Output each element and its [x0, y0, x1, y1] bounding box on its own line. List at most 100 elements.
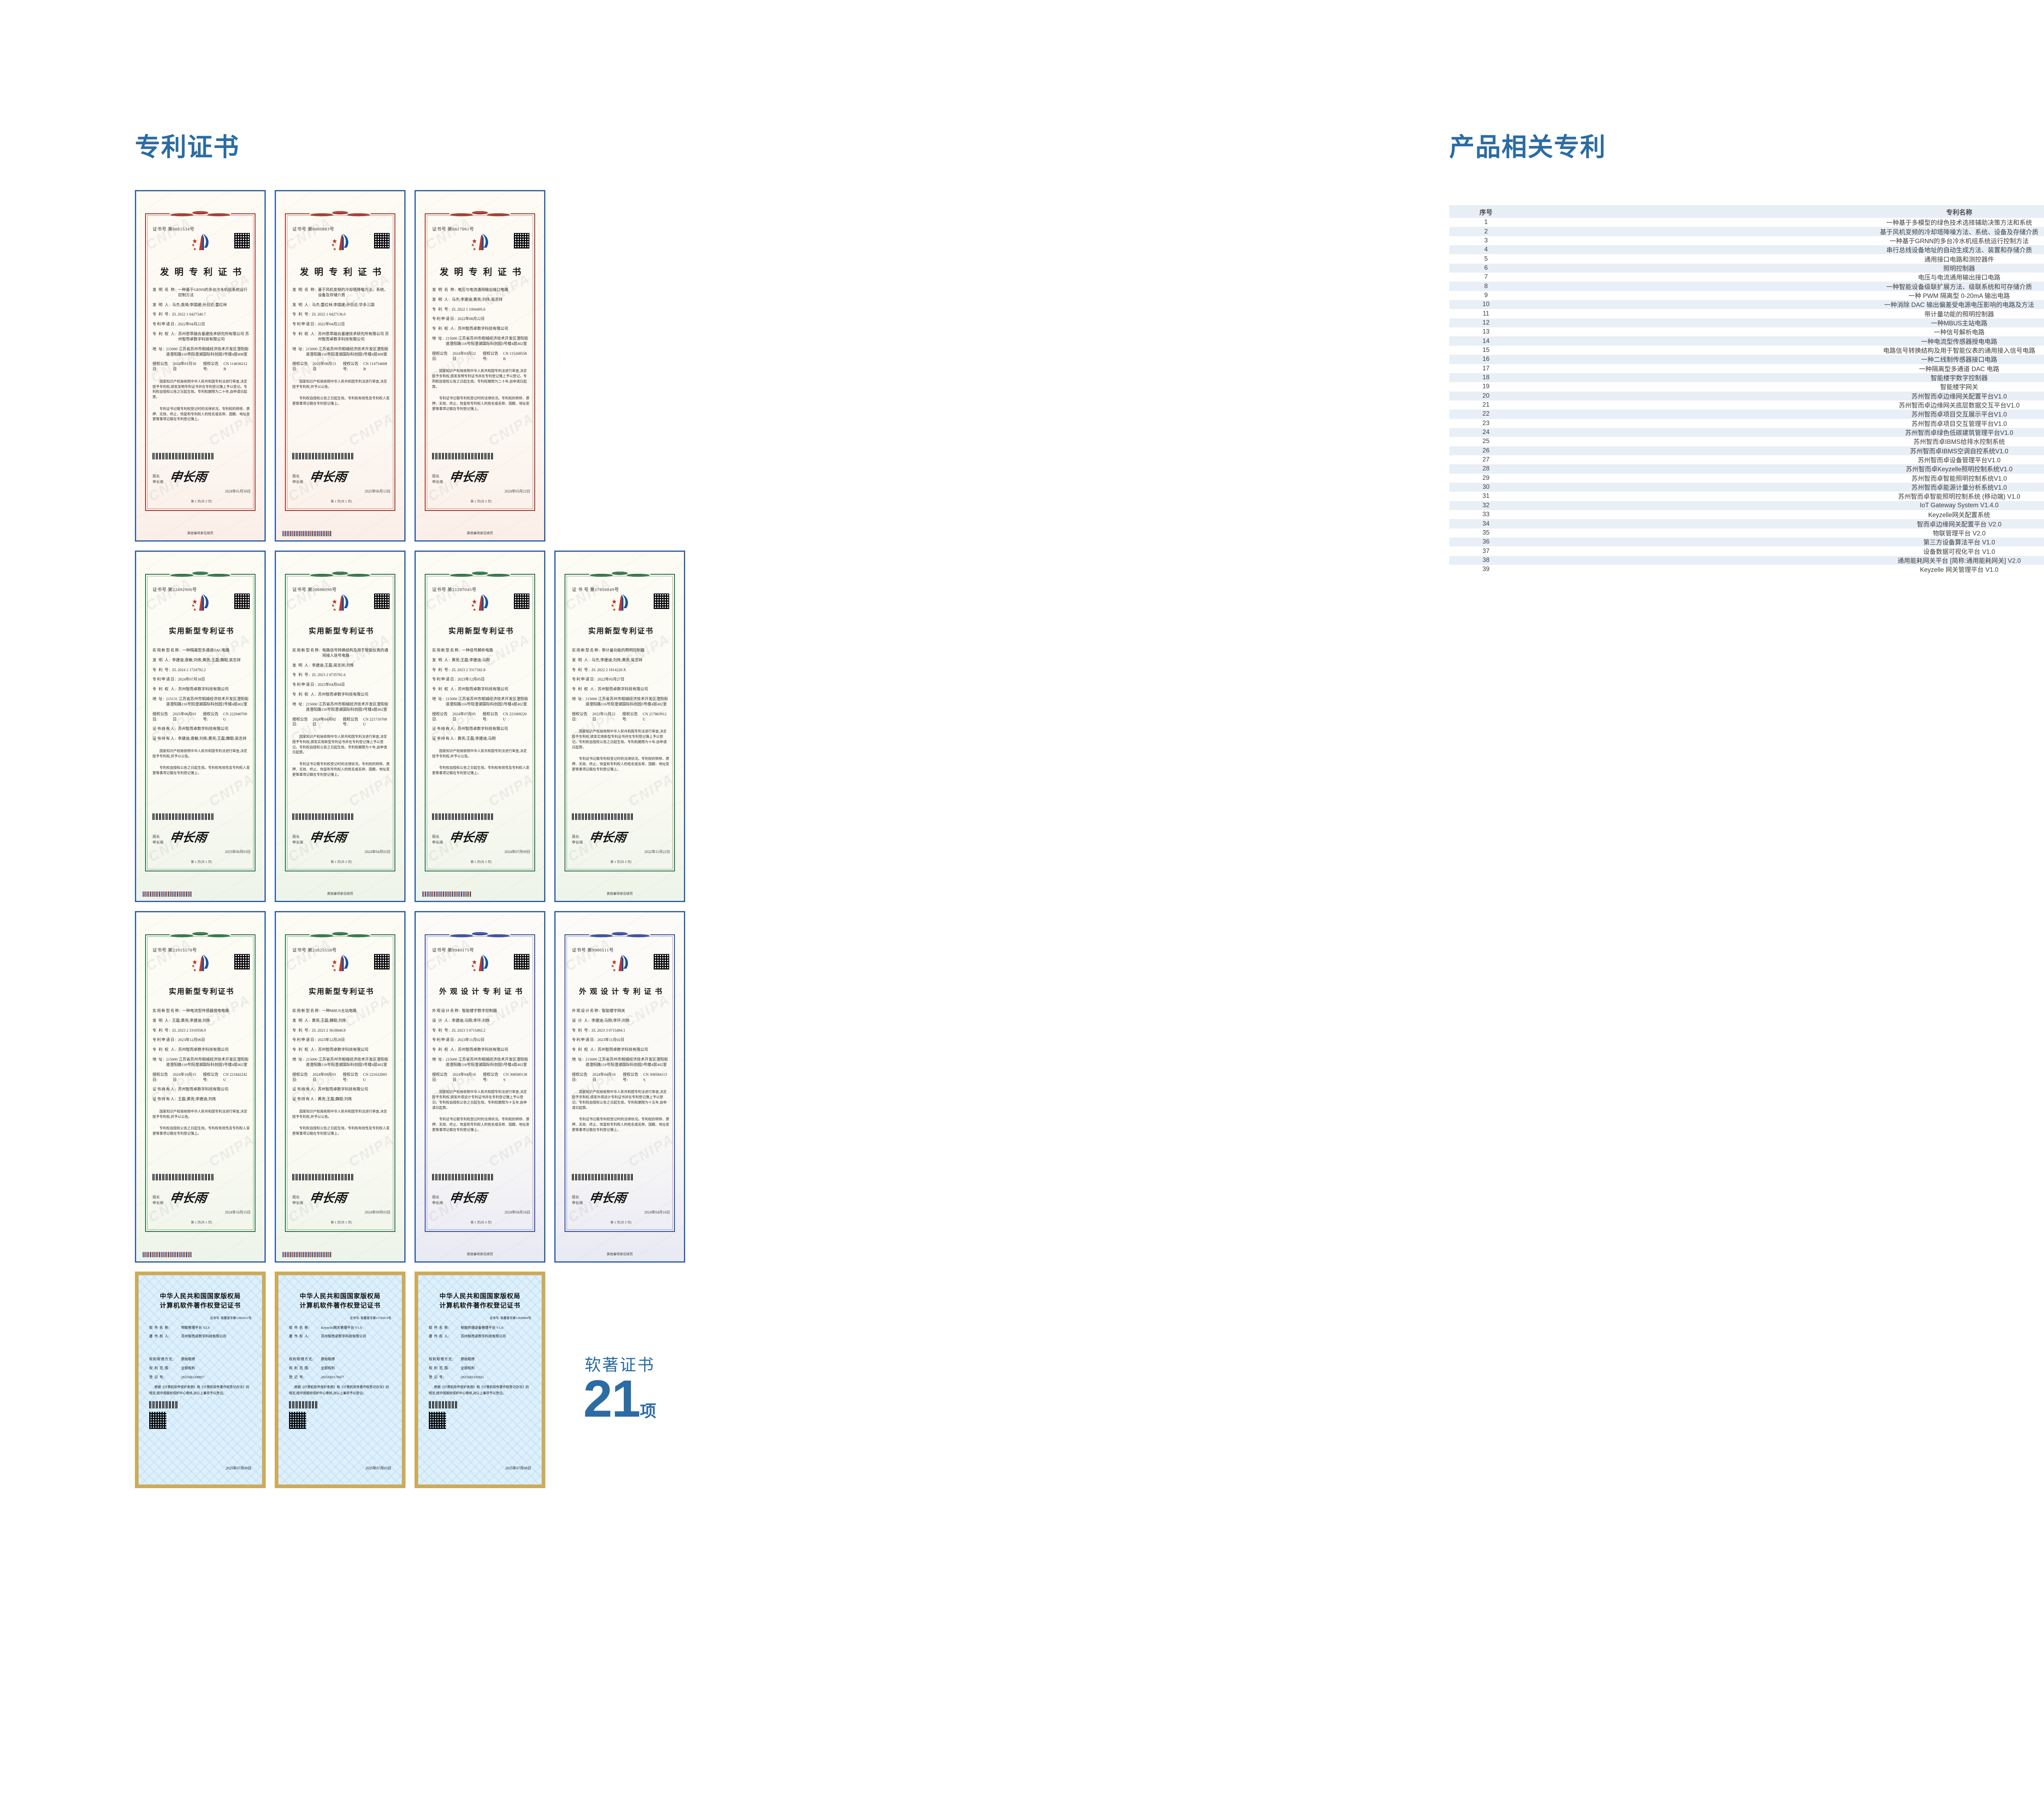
certificate-field: 专 利 权 人: 苏州智而卓数字科技有限公司: [572, 687, 670, 692]
software-copyright-certificate-card[interactable]: 中华人民共和国国家版权局 计算机软件著作权登记证书 证书号: 软著登字第158650…: [135, 1272, 266, 1488]
field-value: ZL 2023 3 0715494.1: [591, 1028, 625, 1033]
greek-key-border: [419, 1276, 540, 1483]
field-label: 证书持有人:: [432, 727, 457, 732]
field-label: 权利取得方式:: [289, 1357, 314, 1361]
patent-certificate-card[interactable]: CNIPA CNIPA CNIPA CNIPA CNIPA 证书号 第21287045号实…: [415, 551, 545, 902]
field-value: 苏州智而卓数字科技有限公司: [178, 727, 229, 732]
patent-certificate-card[interactable]: CNIPA CNIPA CNIPA CNIPA CNIPA 证书号 第21915578号实…: [135, 911, 266, 1263]
certificate-field: 证书持有人: 苏州智而卓数字科技有限公司: [152, 1087, 251, 1093]
cnipa-logo-icon: [468, 231, 494, 256]
field-label: 授权公告号:: [343, 362, 359, 372]
patent-certificate-card[interactable]: CNIPA CNIPA CNIPA CNIPA CNIPA 证书号 第20686096号实…: [275, 551, 406, 902]
field-value: ZL 2024 2 1724792.2: [172, 668, 206, 672]
stat-unit: 项: [640, 1402, 657, 1420]
certificate-field: 证书持有人: 李建迪;袁敏;刘炼;黄亮;王磊;魏聪;吴志祥: [152, 737, 251, 742]
field-label: 专 利 权 人:: [572, 1048, 596, 1052]
software-certificate-field: 著 作 权 人: 苏州智而卓数字科技有限公司: [149, 1334, 251, 1339]
certificate-fields: 外观设计名称: 智能楼宇网关设 计 人: 李建迪;马刚;李环;刘炼专 利 号: ZL …: [572, 1009, 670, 1133]
field-label: 授权公告号:: [482, 352, 498, 361]
ornament-crest-icon: [309, 929, 371, 940]
field-value: ZL 2022 1 0427136.0: [312, 313, 346, 317]
certificate-body: 证书号 第20686096号 实用新型专利证书 实用新型名称: 电路信号转换结构及用于…: [292, 586, 390, 868]
ornament-crest-icon: [309, 208, 371, 219]
cell-index: 36: [1449, 537, 1523, 547]
certificate-number: 证书号 第22492906号: [152, 587, 197, 592]
certificate-field: 地 址: 215000 江苏省苏州市相城经济技术开发区澄阳街道澄阳路116号阳澄湖…: [432, 697, 530, 708]
bottom-barcode-icon: [143, 891, 192, 897]
certificate-number: 证书号 第6617061号: [432, 227, 474, 232]
software-certificate-body: 中华人民共和国国家版权局 计算机软件著作权登记证书 证书号: 软著登字第158398…: [429, 1286, 531, 1474]
field-label: 专 利 号:: [572, 668, 590, 672]
field-value: CN 114636212 B: [223, 362, 247, 372]
certificate-field: 发 明 人: 王磊;黄亮;李建迪;刘炼: [152, 1019, 251, 1024]
certificate-field: 实用新型名称: 电路信号转换结构及用于智能仪表的通用接入信号电路: [292, 648, 390, 659]
barcode-icon: [152, 1174, 214, 1180]
software-copyright-certificate-card[interactable]: 中华人民共和国国家版权局 计算机软件著作权登记证书 证书号: 软著登字第158398…: [415, 1272, 545, 1488]
cell-index: 18: [1449, 373, 1523, 383]
issue-date: 2025年06月03日: [224, 850, 251, 854]
issue-date: 2024年07月09日: [504, 850, 530, 854]
certificate-body: 证书号 第22492906号 实用新型专利证书 实用新型名称: 一种隔离型多通道DAC…: [152, 586, 251, 868]
field-value: 苏州思萃融合基建技术研究所有限公司 苏州智而卓数字科技有限公司: [318, 332, 389, 342]
patent-certificate-card[interactable]: CNIPA CNIPA CNIPA CNIPA CNIPA 证 书 号 第17856849…: [554, 551, 685, 902]
field-value: 2023年11月02日: [597, 1038, 625, 1043]
patent-certificate-card[interactable]: CNIPA CNIPA CNIPA CNIPA CNIPA 证书号 第21625558号实…: [275, 911, 406, 1263]
cell-patent-name: 苏州智而卓绿色低碳建筑管理平台V1.0: [1523, 428, 2044, 437]
cell-index: 34: [1449, 519, 1523, 528]
field-value: 2024年07月18日: [178, 678, 205, 682]
patent-certificate-card[interactable]: CNIPA CNIPA CNIPA CNIPA CNIPA 证书号 第8000883号发 …: [275, 190, 406, 542]
software-certificate-body: 中华人民共和国国家版权局 计算机软件著作权登记证书 证书号: 软著登字第157958…: [289, 1286, 391, 1474]
patent-certificate-card[interactable]: CNIPA CNIPA CNIPA CNIPA CNIPA 证书号 第6617061号发 …: [415, 190, 545, 542]
cell-index: 39: [1482, 566, 1490, 573]
certificate-page-footer: 第 1 页(共 1 页): [331, 1220, 352, 1224]
field-label: 专 利 权 人:: [152, 1048, 177, 1052]
signature-mark: 申长雨: [169, 831, 208, 844]
cell-patent-name: Keyzelle网关配置系统: [1928, 512, 1990, 519]
cell-index: 5: [1484, 255, 1488, 262]
certificate-body: 证书号 第9940175号外 观 设 计 专 利 证 书外观设计名称: 智能楼宇数…: [432, 947, 530, 1229]
certificate-body: 证 书 号 第17856849号 实用新型专利证书 实用新型名称: 带计量功能的照明控…: [572, 586, 670, 868]
field-label: 授权公告日:: [572, 712, 588, 722]
cell-patent-name: 苏州智而卓智能照明控制系统 (移动端) V1.0: [1898, 493, 2020, 501]
software-copyright-certificate-card[interactable]: 中华人民共和国国家版权局 计算机软件著作权登记证书 证书号: 软著登字第157958…: [275, 1272, 406, 1488]
patent-certificate-card[interactable]: CNIPA CNIPA CNIPA CNIPA CNIPA 证书号 第22492906号实…: [135, 551, 266, 902]
certificate-paragraph-2: 专利权自授权公告之日起生效。专利权有效性及专利权人变更等事项记载在专利登记簿上。: [152, 766, 250, 775]
ornament-crest-icon: [309, 569, 371, 580]
software-certificate-fields: 软 件 名 称: 物联管理平台 V2.0 著 作 权 人: 苏州智而卓数字科技有限公司…: [149, 1325, 251, 1380]
field-label: 授权公告日:: [292, 717, 308, 727]
bottom-barcode-icon: [282, 531, 332, 536]
patent-certificate-card[interactable]: CNIPA CNIPA CNIPA CNIPA CNIPA 证书号 第9940175号外 …: [415, 911, 545, 1263]
field-value: 215131 江苏省苏州市相城经济技术开发区澄阳街道澄阳路116号阳澄湖国际科创…: [166, 697, 249, 707]
certificate-field-pair: 授权公告日: 2024年04月02日 授权公告号: CN 221710708 U: [292, 717, 390, 728]
certificate-field: 专 利 号: ZL 2022 2 1814220.X: [572, 668, 670, 673]
field-value: 2024年03月22日: [452, 352, 476, 361]
cell-patent-name: 智能楼宇网关: [1940, 384, 1978, 391]
cell-patent-name: 一种二线制传感器接口电路: [1523, 355, 2044, 364]
field-value: 苏州智而卓数字科技有限公司: [597, 1048, 648, 1052]
barcode-icon: [572, 813, 633, 820]
certificate-field: 地 址: 215131 江苏省苏州市相城经济技术开发区澄阳街道澄阳路116号阳澄湖…: [152, 697, 251, 708]
field-label: 软 件 名 称:: [429, 1325, 450, 1330]
issue-date: 2024年04月16日: [504, 1210, 530, 1214]
ornament-crest-icon: [449, 569, 511, 580]
cnipa-logo-icon: [329, 591, 354, 616]
issuing-authority: 中华人民共和国国家版权局: [159, 1293, 241, 1300]
field-value: 2025SR1208817: [181, 1375, 205, 1379]
field-value: 李建迪;马刚;李环;刘炼: [591, 1019, 630, 1023]
certificate-field: 专 利 权 人: 苏州智而卓数字科技有限公司: [432, 327, 530, 332]
issuing-authority: 中华人民共和国国家版权局: [439, 1293, 520, 1300]
certificate-field-pair: 授权公告日: 2025年06月03日 授权公告号: CN 222940709 U: [152, 712, 251, 723]
cell-patent-name: 通用接口电路和测控器件: [1924, 256, 1994, 263]
field-value: CN 114754608 B: [363, 362, 387, 372]
field-label: 外观设计名称:: [432, 1009, 461, 1013]
field-label: 授权公告日:: [292, 1073, 308, 1082]
field-value: 2022年04月22日: [318, 322, 345, 327]
field-value: 李建迪;袁敏;刘炼;黄亮;王磊;魏聪;吴志祥: [172, 658, 241, 663]
patent-certificate-card[interactable]: CNIPA CNIPA CNIPA CNIPA CNIPA 证书号 第9906511号外 …: [554, 911, 685, 1263]
certificate-row-2: CNIPA CNIPA CNIPA CNIPA CNIPA 证书号 第22492906号实…: [135, 551, 1239, 902]
certificate-field: 证书持有人: 王磊;黄亮;李建迪;刘炼: [152, 1097, 251, 1102]
patent-certificate-card[interactable]: CNIPA CNIPA CNIPA CNIPA CNIPA 证书号 第6661534号发 …: [135, 190, 266, 542]
